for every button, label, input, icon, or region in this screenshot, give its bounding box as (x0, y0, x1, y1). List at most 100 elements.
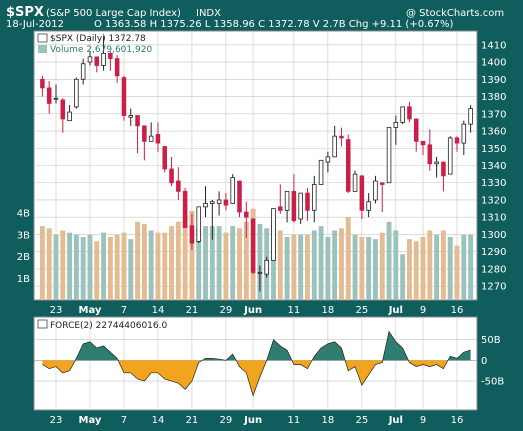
candle-body (373, 180, 378, 201)
candle (196, 206, 201, 244)
force-y-axis: 50B 0 -50B (481, 335, 504, 387)
volume-bar (230, 226, 236, 300)
volume-bar (60, 230, 66, 300)
volume-bar (339, 228, 344, 300)
header-exchange: INDX (196, 8, 221, 19)
candle-body (325, 156, 331, 163)
x-tick-label-middle: 21 (186, 305, 199, 316)
volume-bar (155, 232, 161, 300)
x-tick-label-bottom: 11 (288, 415, 301, 426)
volume-bar (39, 226, 45, 300)
candle-body (318, 159, 324, 185)
candle (135, 115, 140, 154)
price-tick-label: 1360 (481, 127, 506, 138)
candle (284, 190, 290, 223)
candle (108, 51, 113, 71)
price-tick-label: 1370 (481, 109, 506, 120)
candle (359, 175, 365, 219)
volume-bar (101, 232, 107, 300)
candle-body (284, 190, 290, 211)
volume-bar (162, 232, 168, 300)
price-tick-label: 1410 (481, 40, 506, 51)
volume-bar (182, 217, 188, 300)
price-tick-label: 1320 (481, 195, 506, 206)
x-tick-label-middle: Jun (243, 305, 262, 316)
candle (434, 156, 439, 178)
volume-bar (461, 234, 467, 300)
candle-body (298, 192, 303, 220)
x-tick-label-bottom: 16 (451, 415, 464, 426)
candle-body (135, 115, 140, 127)
candle (447, 136, 453, 175)
candle-body (278, 206, 283, 211)
volume-bar (325, 236, 331, 300)
force-legend-swatch (37, 319, 48, 329)
force-tick-label: 0 (481, 356, 487, 367)
candle-body (271, 208, 276, 261)
candle (312, 175, 317, 223)
candle-body (420, 140, 426, 146)
candle-body (155, 134, 161, 144)
candle (345, 134, 351, 194)
volume-bar (386, 221, 392, 300)
candle-body (67, 111, 72, 122)
candle (244, 201, 249, 238)
candlesticks (40, 36, 473, 292)
volume-bar (114, 234, 120, 300)
x-tick-label-bottom: 14 (152, 415, 165, 426)
header-symbol: $SPX (6, 5, 44, 20)
volume-bar (440, 230, 446, 300)
force-positive-area (42, 331, 471, 361)
volume-bar (94, 241, 100, 300)
header-quote: O 1363.58 H 1375.26 L 1358.96 C 1372.78 … (94, 19, 453, 30)
force-tick-label: -50B (481, 377, 504, 388)
candle-body (237, 180, 242, 213)
force-negative-area (42, 360, 471, 396)
candle-body (182, 190, 188, 228)
volume-tick-label: 3B (17, 230, 30, 241)
candle-body (176, 180, 181, 192)
candle (40, 75, 45, 97)
candle-body (74, 78, 79, 108)
price-legend-swatch (37, 33, 48, 43)
candle-body (80, 63, 86, 80)
candle (339, 127, 344, 147)
candle (278, 184, 283, 214)
x-tick-label-middle: 11 (288, 305, 301, 316)
candle (379, 182, 385, 213)
header-watermark: @ StockCharts.com (406, 8, 504, 19)
volume-bar (237, 228, 242, 300)
candle (386, 127, 392, 184)
volume-bar (427, 230, 433, 300)
volume-bar (216, 226, 222, 300)
candle (80, 58, 86, 85)
volume-bar (298, 234, 304, 300)
candle-body (148, 135, 154, 142)
candle-body (386, 127, 392, 184)
volume-bar (196, 228, 202, 300)
candle-body (407, 106, 412, 120)
volume-bar (447, 236, 453, 300)
header-date: 18-Jul-2012 (6, 19, 64, 30)
candle-body (468, 108, 473, 125)
candle (441, 161, 446, 192)
candle (121, 75, 127, 121)
volume-bar (284, 236, 290, 300)
candle (67, 105, 72, 122)
volume-bar (175, 221, 181, 300)
candle (94, 56, 100, 73)
candle-body (257, 272, 263, 274)
candle-body (447, 137, 453, 175)
volume-bar (87, 234, 93, 300)
candle (291, 174, 297, 223)
candle (400, 106, 405, 125)
volume-bar (406, 239, 412, 300)
candle (271, 208, 276, 261)
candle (155, 122, 161, 152)
candle (407, 101, 412, 123)
volume-bar (332, 230, 338, 300)
candle (427, 129, 433, 171)
candle-body (142, 125, 147, 142)
candle (413, 118, 419, 152)
price-tick-label: 1330 (481, 178, 506, 189)
